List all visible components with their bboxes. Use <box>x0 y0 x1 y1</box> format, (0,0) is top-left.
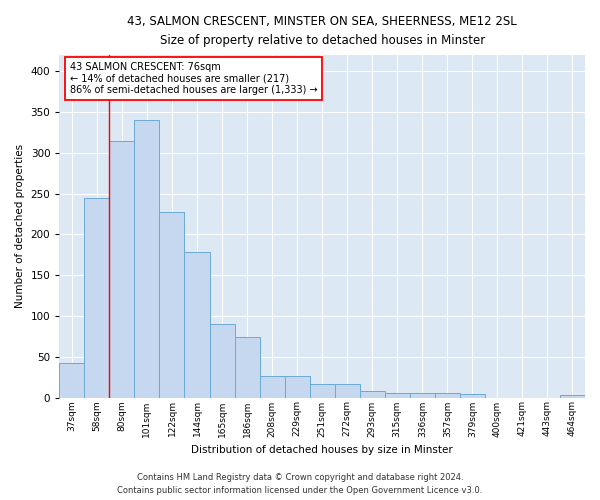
Bar <box>160 212 184 398</box>
Bar <box>284 376 310 398</box>
Text: Contains HM Land Registry data © Crown copyright and database right 2024.
Contai: Contains HM Land Registry data © Crown c… <box>118 474 482 495</box>
Bar <box>385 394 410 398</box>
Bar <box>209 324 235 398</box>
Bar <box>335 384 360 398</box>
X-axis label: Distribution of detached houses by size in Minster: Distribution of detached houses by size … <box>191 445 453 455</box>
Bar <box>435 394 460 398</box>
Bar <box>260 376 284 398</box>
Bar <box>360 391 385 398</box>
Bar <box>460 394 485 398</box>
Bar <box>310 384 335 398</box>
Bar <box>560 395 585 398</box>
Bar <box>184 252 209 398</box>
Y-axis label: Number of detached properties: Number of detached properties <box>15 144 25 308</box>
Bar <box>85 198 109 398</box>
Bar <box>59 364 85 398</box>
Bar <box>235 337 260 398</box>
Bar <box>134 120 160 398</box>
Bar <box>109 140 134 398</box>
Title: 43, SALMON CRESCENT, MINSTER ON SEA, SHEERNESS, ME12 2SL
Size of property relati: 43, SALMON CRESCENT, MINSTER ON SEA, SHE… <box>127 15 517 47</box>
Text: 43 SALMON CRESCENT: 76sqm
← 14% of detached houses are smaller (217)
86% of semi: 43 SALMON CRESCENT: 76sqm ← 14% of detac… <box>70 62 317 95</box>
Bar <box>410 394 435 398</box>
